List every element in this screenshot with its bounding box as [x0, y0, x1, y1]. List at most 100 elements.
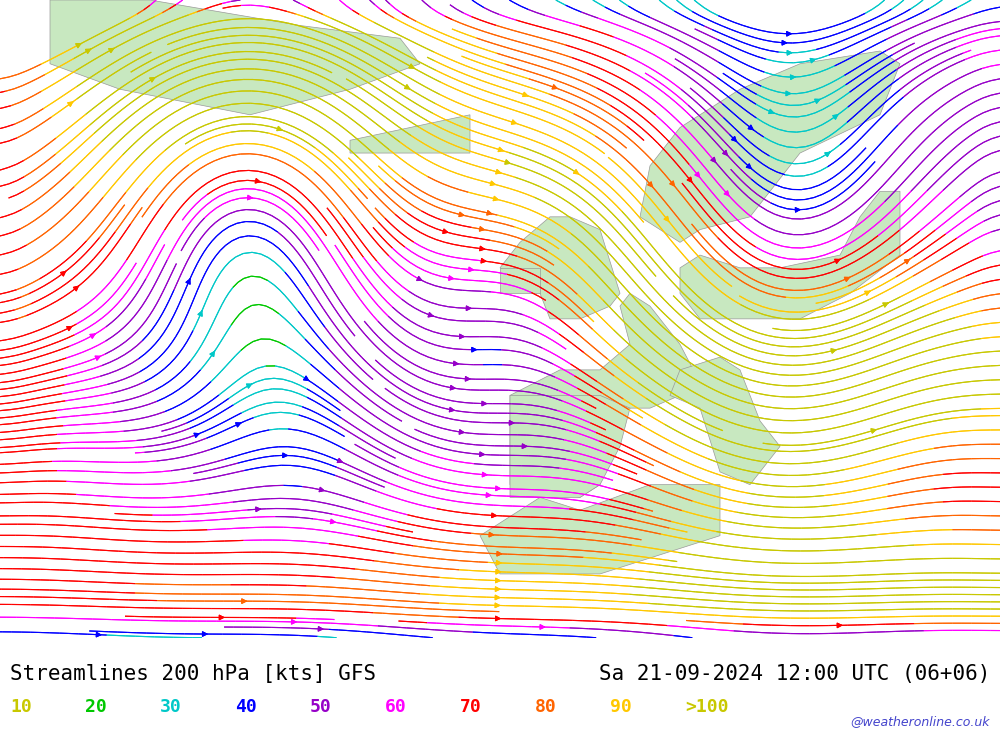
FancyArrowPatch shape	[490, 181, 495, 185]
Text: 40: 40	[235, 698, 257, 716]
FancyArrowPatch shape	[469, 268, 473, 272]
FancyArrowPatch shape	[509, 421, 514, 425]
FancyArrowPatch shape	[711, 158, 716, 163]
FancyArrowPatch shape	[337, 458, 342, 463]
FancyArrowPatch shape	[219, 615, 224, 619]
FancyArrowPatch shape	[67, 326, 72, 331]
Text: Sa 21-09-2024 12:00 UTC (06+06): Sa 21-09-2024 12:00 UTC (06+06)	[599, 664, 990, 685]
FancyArrowPatch shape	[790, 75, 795, 79]
FancyArrowPatch shape	[304, 376, 309, 380]
FancyArrowPatch shape	[837, 623, 842, 627]
FancyArrowPatch shape	[450, 386, 455, 390]
Text: 50: 50	[310, 698, 332, 716]
FancyArrowPatch shape	[825, 152, 830, 157]
FancyArrowPatch shape	[540, 625, 545, 629]
FancyArrowPatch shape	[96, 633, 101, 637]
FancyArrowPatch shape	[769, 109, 774, 114]
FancyArrowPatch shape	[150, 78, 155, 82]
FancyArrowPatch shape	[459, 213, 464, 216]
FancyArrowPatch shape	[76, 43, 81, 48]
Text: >100: >100	[685, 698, 728, 716]
FancyArrowPatch shape	[277, 126, 282, 130]
FancyArrowPatch shape	[670, 181, 675, 186]
FancyArrowPatch shape	[810, 59, 815, 63]
FancyArrowPatch shape	[748, 125, 753, 130]
FancyArrowPatch shape	[482, 472, 487, 476]
FancyArrowPatch shape	[409, 64, 414, 68]
Text: 30: 30	[160, 698, 182, 716]
FancyArrowPatch shape	[247, 195, 252, 200]
FancyArrowPatch shape	[540, 625, 545, 629]
FancyArrowPatch shape	[648, 182, 653, 187]
Polygon shape	[500, 268, 540, 293]
Text: 10: 10	[10, 698, 32, 716]
FancyArrowPatch shape	[291, 619, 296, 624]
FancyArrowPatch shape	[256, 507, 260, 512]
FancyArrowPatch shape	[496, 570, 501, 574]
FancyArrowPatch shape	[480, 452, 484, 457]
FancyArrowPatch shape	[283, 453, 287, 457]
Text: 20: 20	[85, 698, 107, 716]
FancyArrowPatch shape	[723, 150, 728, 155]
FancyArrowPatch shape	[466, 306, 471, 311]
FancyArrowPatch shape	[825, 152, 830, 157]
FancyArrowPatch shape	[835, 259, 840, 263]
FancyArrowPatch shape	[319, 487, 324, 492]
FancyArrowPatch shape	[449, 276, 453, 280]
FancyArrowPatch shape	[417, 276, 422, 281]
FancyArrowPatch shape	[480, 246, 485, 251]
FancyArrowPatch shape	[496, 561, 501, 565]
FancyArrowPatch shape	[815, 99, 820, 103]
Text: @weatheronline.co.uk: @weatheronline.co.uk	[850, 715, 990, 729]
FancyArrowPatch shape	[865, 291, 870, 295]
FancyArrowPatch shape	[330, 519, 335, 523]
FancyArrowPatch shape	[833, 114, 838, 119]
FancyArrowPatch shape	[493, 196, 498, 201]
FancyArrowPatch shape	[428, 313, 433, 317]
FancyArrowPatch shape	[497, 551, 502, 556]
FancyArrowPatch shape	[291, 619, 296, 624]
FancyArrowPatch shape	[496, 578, 500, 583]
FancyArrowPatch shape	[844, 277, 850, 281]
FancyArrowPatch shape	[283, 453, 287, 457]
FancyArrowPatch shape	[487, 210, 492, 215]
FancyArrowPatch shape	[511, 120, 516, 124]
FancyArrowPatch shape	[247, 384, 252, 388]
FancyArrowPatch shape	[95, 356, 100, 360]
FancyArrowPatch shape	[481, 259, 486, 263]
FancyArrowPatch shape	[487, 210, 492, 215]
FancyArrowPatch shape	[109, 48, 114, 53]
FancyArrowPatch shape	[786, 91, 791, 96]
Polygon shape	[670, 357, 780, 485]
FancyArrowPatch shape	[496, 616, 500, 621]
FancyArrowPatch shape	[150, 78, 155, 82]
FancyArrowPatch shape	[242, 599, 246, 603]
FancyArrowPatch shape	[495, 595, 500, 600]
FancyArrowPatch shape	[664, 216, 669, 221]
FancyArrowPatch shape	[496, 486, 500, 490]
FancyArrowPatch shape	[409, 64, 414, 68]
FancyArrowPatch shape	[481, 259, 486, 263]
FancyArrowPatch shape	[769, 109, 774, 114]
FancyArrowPatch shape	[277, 126, 282, 130]
FancyArrowPatch shape	[449, 408, 454, 412]
FancyArrowPatch shape	[337, 458, 342, 463]
FancyArrowPatch shape	[498, 147, 503, 152]
FancyArrowPatch shape	[417, 276, 422, 281]
FancyArrowPatch shape	[664, 216, 669, 221]
FancyArrowPatch shape	[449, 276, 453, 280]
Text: 60: 60	[385, 698, 407, 716]
FancyArrowPatch shape	[319, 487, 324, 492]
FancyArrowPatch shape	[505, 160, 510, 164]
FancyArrowPatch shape	[210, 351, 215, 356]
FancyArrowPatch shape	[450, 386, 455, 390]
FancyArrowPatch shape	[492, 513, 496, 517]
FancyArrowPatch shape	[236, 423, 241, 427]
FancyArrowPatch shape	[492, 513, 496, 517]
FancyArrowPatch shape	[732, 136, 737, 141]
FancyArrowPatch shape	[787, 32, 791, 36]
Polygon shape	[640, 51, 900, 243]
FancyArrowPatch shape	[844, 277, 850, 281]
FancyArrowPatch shape	[871, 429, 876, 433]
FancyArrowPatch shape	[724, 191, 729, 196]
